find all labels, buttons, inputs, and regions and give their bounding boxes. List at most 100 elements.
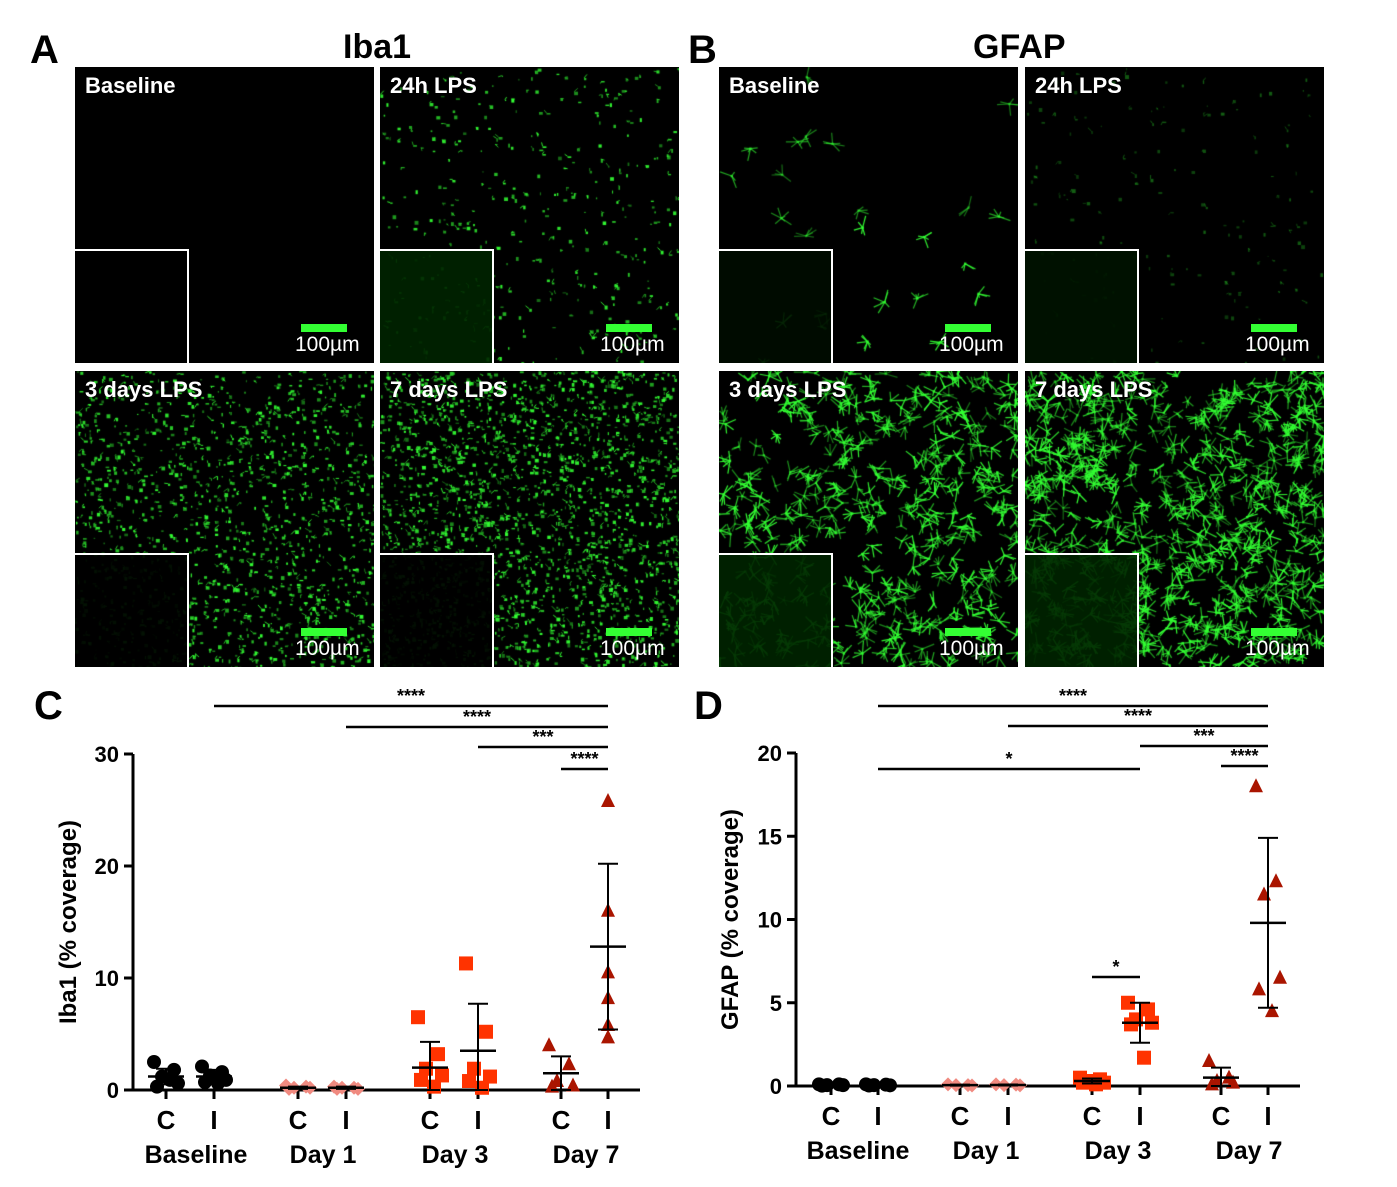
data-point [462, 1074, 476, 1089]
data-point [435, 1068, 449, 1083]
micrograph-label: 7 days LPS [390, 377, 508, 402]
scale-bar [606, 628, 652, 636]
category-label: C [421, 1105, 440, 1135]
y-tick-label: 15 [758, 824, 782, 849]
micrograph-iba1-1: Baseline 100µm [75, 67, 374, 363]
micrograph-iba1-2: 24h LPS 100µm [380, 67, 679, 363]
category-label: I [1136, 1101, 1143, 1131]
micrograph-gfap-1: Baseline 100µm [719, 67, 1018, 363]
y-axis-label: Iba1 (% coverage) [55, 820, 82, 1024]
data-point [459, 956, 473, 971]
category-label: C [1083, 1101, 1102, 1131]
scale-bar-label: 100µm [939, 333, 1004, 356]
data-point [562, 1056, 576, 1071]
scale-bar [301, 324, 347, 332]
scale-bar-label: 100µm [1245, 333, 1310, 356]
category-label: I [1264, 1101, 1271, 1131]
significance-label: **** [397, 686, 425, 706]
category-label: I [1004, 1101, 1011, 1131]
scale-bar [1251, 628, 1297, 636]
control-inset [719, 553, 833, 667]
category-label: C [1212, 1101, 1231, 1131]
scale-bar-label: 100µm [295, 637, 360, 660]
scale-bar-label: 100µm [600, 333, 665, 356]
scale-bar-label: 100µm [939, 637, 1004, 660]
group-label: Day 3 [1085, 1137, 1152, 1165]
significance-label: **** [570, 749, 598, 769]
data-point [198, 1075, 212, 1090]
micrograph-label: Baseline [729, 73, 820, 98]
data-point [1265, 1003, 1279, 1018]
data-point [431, 1047, 445, 1062]
category-label: C [289, 1105, 308, 1135]
significance-label: *** [1193, 726, 1214, 746]
category-label: I [604, 1105, 611, 1135]
y-tick-label: 5 [770, 991, 782, 1016]
significance-label: **** [1124, 706, 1152, 726]
y-tick-label: 30 [95, 742, 119, 767]
category-label: I [474, 1105, 481, 1135]
micrograph-label: Baseline [85, 73, 176, 98]
category-label: C [157, 1105, 176, 1135]
y-tick-label: 20 [95, 854, 119, 879]
group-label: Day 1 [953, 1137, 1020, 1165]
category-label: I [210, 1105, 217, 1135]
control-inset [380, 249, 494, 363]
group-label: Day 7 [553, 1141, 620, 1169]
gfap-coverage-chart: 0 5 10 15 20 GFAP (% coverage) C I C I C I C I Baselin… [717, 686, 1300, 1165]
data-point [414, 1072, 428, 1087]
data-point [1269, 873, 1283, 888]
data-point [1141, 1002, 1155, 1017]
significance-label: **** [1059, 686, 1087, 706]
scale-bar-label: 100µm [295, 333, 360, 356]
scale-bar [606, 324, 652, 332]
micrograph-label: 3 days LPS [729, 377, 847, 402]
data-point [1124, 1017, 1138, 1032]
group-label: Day 1 [290, 1141, 357, 1169]
panel-letter-c: C [34, 684, 63, 728]
gfap-title: GFAP [973, 28, 1066, 66]
iba1-coverage-chart: 0 10 20 30 Iba1 (% coverage) C I C I C I C I Baseline… [55, 686, 640, 1169]
y-tick-label: 10 [758, 908, 782, 933]
significance-label: *** [532, 727, 553, 747]
data-point [411, 1010, 425, 1025]
micrograph-label: 3 days LPS [85, 377, 203, 402]
y-tick-label: 0 [770, 1074, 782, 1099]
scale-bar [945, 324, 991, 332]
scale-bar-label: 100µm [600, 637, 665, 660]
group-label: Day 7 [1216, 1137, 1283, 1165]
group-label: Day 3 [422, 1141, 489, 1169]
significance-label: **** [1230, 746, 1258, 766]
data-point [1249, 778, 1263, 793]
control-inset [380, 553, 494, 667]
control-inset [719, 249, 833, 363]
y-tick-label: 10 [95, 966, 119, 991]
micrograph-label: 24h LPS [1035, 73, 1122, 98]
control-inset [75, 249, 189, 363]
category-label: I [874, 1101, 881, 1131]
category-label: C [951, 1101, 970, 1131]
panel-letter-d: D [694, 684, 723, 728]
category-label: C [822, 1101, 841, 1131]
scale-bar [945, 628, 991, 636]
data-point [150, 1079, 164, 1094]
scale-bar [301, 628, 347, 636]
micrograph-label: 7 days LPS [1035, 377, 1153, 402]
y-tick-label: 0 [107, 1078, 119, 1103]
scale-bar-label: 100µm [1245, 637, 1310, 660]
significance-label: **** [463, 707, 491, 727]
iba1-title: Iba1 [343, 28, 412, 66]
data-point [1137, 1050, 1151, 1065]
data-point [566, 1077, 580, 1092]
data-point [483, 1069, 497, 1084]
micrograph-gfap-4: 7 days LPS 100µm [1025, 371, 1324, 667]
micrograph-gfap-3: 3 days LPS 100µm [719, 371, 1018, 667]
significance-label: * [1112, 957, 1119, 977]
micrograph-label: 24h LPS [390, 73, 477, 98]
panel-letter-a: A [30, 28, 59, 72]
data-point [479, 1024, 493, 1039]
data-point [1121, 995, 1135, 1010]
category-label: I [342, 1105, 349, 1135]
data-point [542, 1037, 556, 1052]
control-inset [1025, 249, 1139, 363]
